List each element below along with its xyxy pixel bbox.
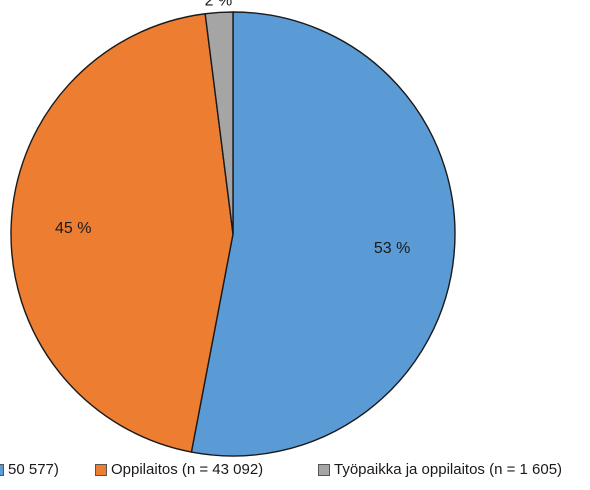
pie-slice-oppilaitos bbox=[10, 13, 234, 453]
legend-swatch-oppilaitos bbox=[95, 464, 107, 476]
pie-data-labels: 53 % 45 % 2 % bbox=[55, 0, 410, 257]
legend-label-tyopaikka: 50 577) bbox=[8, 461, 59, 478]
pie-slice-tyopaikka-ja-oppilaitos bbox=[204, 11, 234, 235]
pie-slice-tyopaikka bbox=[190, 11, 456, 457]
data-label-tyopaikka-ja-oppilaitos: 2 % bbox=[205, 0, 233, 10]
chart-legend: 50 577) Oppilaitos (n = 43 092) Työpaikk… bbox=[0, 458, 590, 482]
legend-swatch-tyopaikka bbox=[0, 464, 4, 476]
legend-swatch-tyopaikka-ja-oppilaitos bbox=[318, 464, 330, 476]
legend-label-tyopaikka-ja-oppilaitos: Työpaikka ja oppilaitos (n = 1 605) bbox=[334, 461, 563, 478]
legend-item-oppilaitos: Oppilaitos (n = 43 092) bbox=[95, 458, 263, 482]
data-label-oppilaitos: 45 % bbox=[55, 220, 91, 237]
legend-item-tyopaikka: 50 577) bbox=[0, 458, 59, 482]
pie-slices bbox=[10, 11, 456, 457]
legend-item-tyopaikka-ja-oppilaitos: Työpaikka ja oppilaitos (n = 1 605) bbox=[318, 458, 562, 482]
data-label-tyopaikka: 53 % bbox=[374, 240, 410, 257]
legend-label-oppilaitos: Oppilaitos (n = 43 092) bbox=[111, 461, 264, 478]
